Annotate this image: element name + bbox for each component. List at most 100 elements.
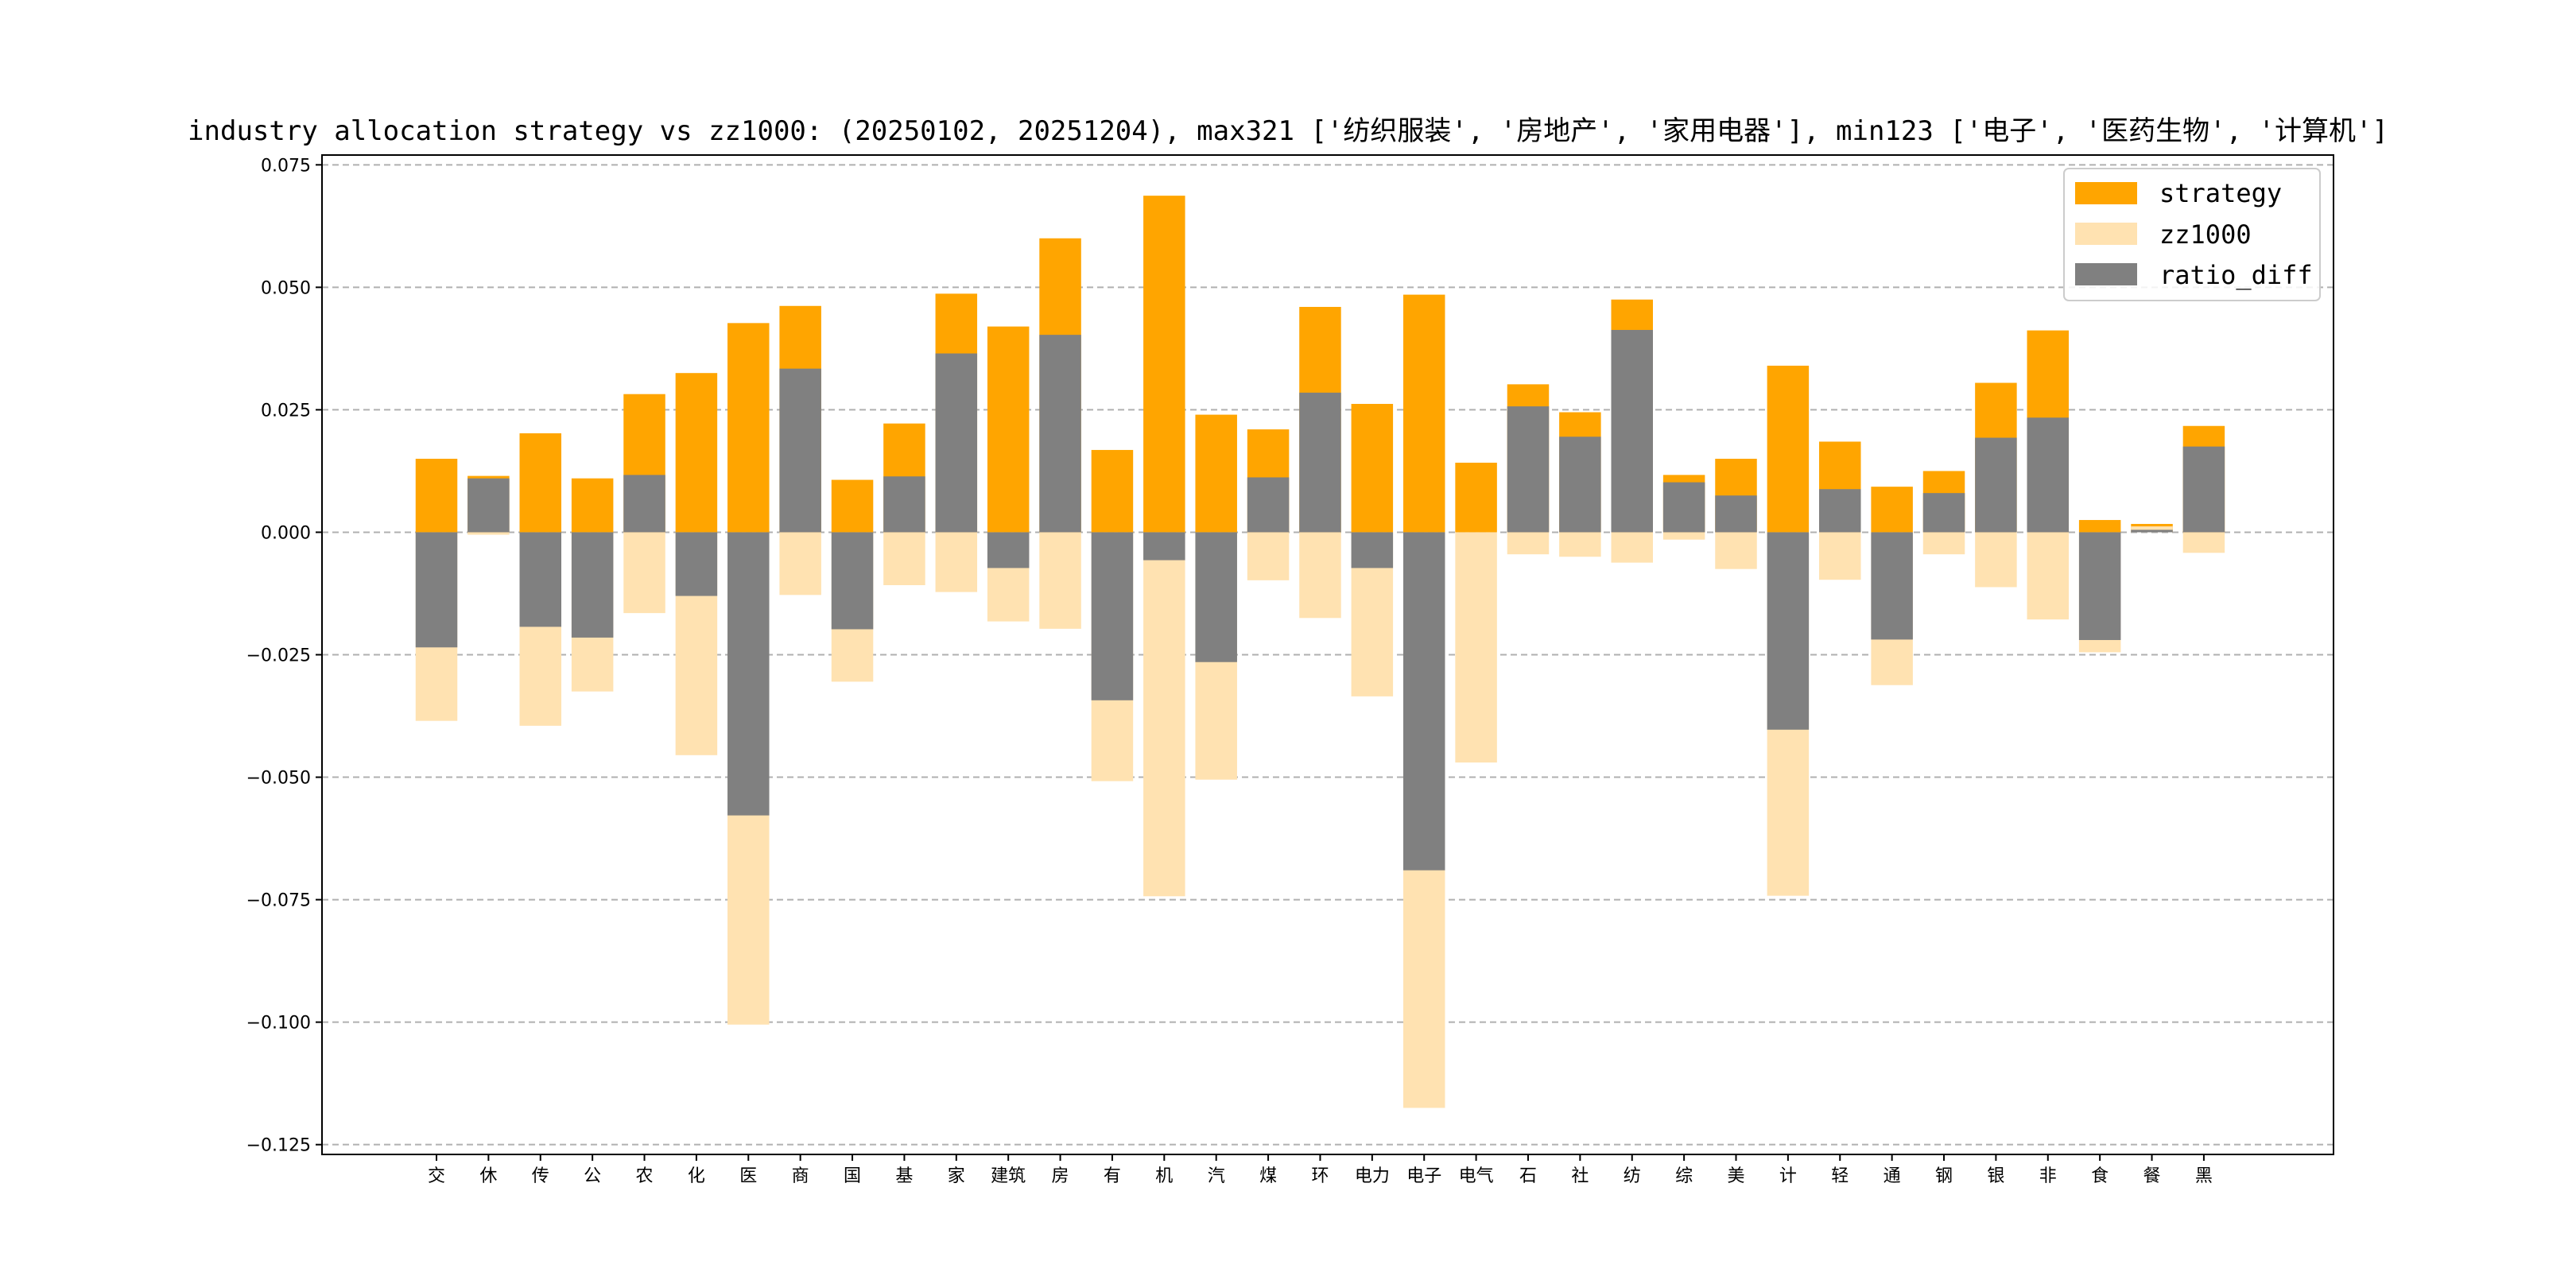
bar-ratio-diff <box>987 532 1030 568</box>
bar-strategy <box>571 478 614 533</box>
legend-swatch-zz1000 <box>2075 223 2137 245</box>
y-tick-label: 0.050 <box>261 278 311 298</box>
bar-ratio-diff <box>675 532 718 596</box>
bar-ratio-diff <box>467 478 510 533</box>
x-tick-label: 计 <box>1779 1166 1797 1186</box>
bar-ratio-diff <box>935 353 978 533</box>
bar-ratio-diff <box>1715 495 1757 533</box>
bar-strategy <box>1767 365 1810 533</box>
y-tick-label: 0.025 <box>261 401 311 421</box>
bar-ratio-diff <box>1559 436 1601 533</box>
bar-ratio-diff <box>727 532 770 816</box>
x-tick-label: 黑 <box>2195 1166 2213 1186</box>
x-tick-label: 食 <box>2091 1166 2109 1186</box>
legend-swatch-strategy <box>2075 182 2137 204</box>
x-tick-label: 基 <box>895 1166 913 1186</box>
x-tick-label: 轻 <box>1831 1166 1849 1186</box>
bar-ratio-diff <box>623 475 665 533</box>
y-tick-label: −0.050 <box>246 769 311 789</box>
bar-ratio-diff <box>1871 532 1913 640</box>
bar-zz1000 <box>1922 532 1965 555</box>
x-tick-label: 环 <box>1311 1166 1329 1186</box>
bar-strategy <box>1455 462 1497 533</box>
x-tick-label: 农 <box>636 1166 654 1186</box>
bar-ratio-diff <box>2131 530 2173 533</box>
bar-ratio-diff <box>1039 335 1081 533</box>
bar-ratio-diff <box>1402 532 1445 871</box>
x-tick-label: 综 <box>1675 1166 1693 1186</box>
bars <box>415 196 2225 1108</box>
x-tick-label: 通 <box>1884 1166 1901 1186</box>
x-tick-label: 国 <box>844 1166 861 1186</box>
x-tick-label: 银 <box>1987 1166 2004 1186</box>
x-tick-label: 休 <box>479 1166 497 1186</box>
bar-ratio-diff <box>831 532 874 630</box>
y-tick-label: −0.025 <box>246 646 311 666</box>
bar-ratio-diff <box>1091 532 1134 700</box>
x-tick-label: 交 <box>428 1166 445 1186</box>
bar-zz1000 <box>2027 532 2070 620</box>
bar-zz1000 <box>1662 532 1705 540</box>
bar-zz1000 <box>1143 532 1185 897</box>
bar-strategy <box>1402 294 1445 533</box>
bar-strategy <box>1091 449 1134 533</box>
bar-strategy <box>1351 404 1394 533</box>
bar-ratio-diff <box>415 532 458 648</box>
bar-strategy <box>727 323 770 533</box>
bar-strategy <box>415 459 458 533</box>
bar-strategy <box>987 326 1030 533</box>
y-tick-label: 0.000 <box>261 523 311 543</box>
y-tick-label: 0.075 <box>261 156 311 176</box>
x-tick-label: 电力 <box>1355 1166 1390 1186</box>
x-tick-label: 电子 <box>1406 1166 1441 1186</box>
bar-ratio-diff <box>1975 437 2017 533</box>
x-tick-label: 化 <box>688 1166 705 1186</box>
x-tick-label: 建筑 <box>991 1166 1026 1186</box>
bar-ratio-diff <box>779 368 821 533</box>
x-tick-label: 美 <box>1727 1166 1744 1186</box>
legend: strategy zz1000 ratio_diff <box>2063 168 2321 301</box>
x-tick-label: 家 <box>948 1166 965 1186</box>
legend-label-ratio-diff: ratio_diff <box>2159 260 2313 290</box>
bar-zz1000 <box>623 532 665 614</box>
bar-zz1000 <box>1715 532 1757 569</box>
x-tick-label: 传 <box>532 1166 549 1186</box>
x-tick-label: 医 <box>739 1166 757 1186</box>
bar-zz1000 <box>1039 532 1081 629</box>
bar-zz1000 <box>935 532 978 592</box>
bar-ratio-diff <box>1299 392 1341 533</box>
bar-zz1000 <box>2131 526 2173 533</box>
bar-zz1000 <box>2182 532 2225 553</box>
bar-ratio-diff <box>1767 532 1810 730</box>
bar-ratio-diff <box>2078 532 2121 641</box>
x-tick-label: 社 <box>1571 1166 1589 1186</box>
bar-zz1000 <box>1299 532 1341 619</box>
bar-ratio-diff <box>1819 489 1861 533</box>
bar-strategy <box>1143 196 1185 533</box>
bar-strategy <box>519 433 562 533</box>
bar-strategy <box>1195 414 1237 533</box>
legend-label-zz1000: zz1000 <box>2159 219 2252 250</box>
chart-title: industry allocation strategy vs zz1000: … <box>188 115 2388 147</box>
bar-ratio-diff <box>1662 482 1705 533</box>
bar-strategy <box>1871 487 1913 533</box>
x-tick-label: 商 <box>792 1166 809 1186</box>
bar-strategy <box>2078 520 2121 533</box>
x-tick-label: 餐 <box>2143 1166 2161 1186</box>
bar-ratio-diff <box>1247 477 1290 533</box>
y-axis: 0.075 0.050 0.025 0.000 −0.025 −0.050 −0.075 −0… <box>246 156 322 1156</box>
x-axis: 交 休 传 公 农 化 医 商 国 基 家 建筑 房 有 机 汽 煤 环 电力 电子 电气 石 社 纺 综 美 计 轻 通 钢 银 非 食 餐 黑 <box>428 1154 2213 1186</box>
bar-zz1000 <box>779 532 821 596</box>
x-tick-label: 公 <box>584 1166 601 1186</box>
bar-strategy <box>831 479 874 533</box>
x-tick-label: 煤 <box>1259 1166 1277 1186</box>
x-tick-label: 非 <box>2039 1166 2057 1186</box>
x-tick-label: 钢 <box>1935 1166 1953 1186</box>
x-tick-label: 机 <box>1155 1166 1173 1186</box>
bar-zz1000 <box>1819 532 1861 580</box>
bar-ratio-diff <box>1507 406 1550 533</box>
legend-label-strategy: strategy <box>2159 178 2282 208</box>
y-tick-label: −0.125 <box>246 1136 311 1156</box>
bar-zz1000 <box>1507 532 1550 555</box>
